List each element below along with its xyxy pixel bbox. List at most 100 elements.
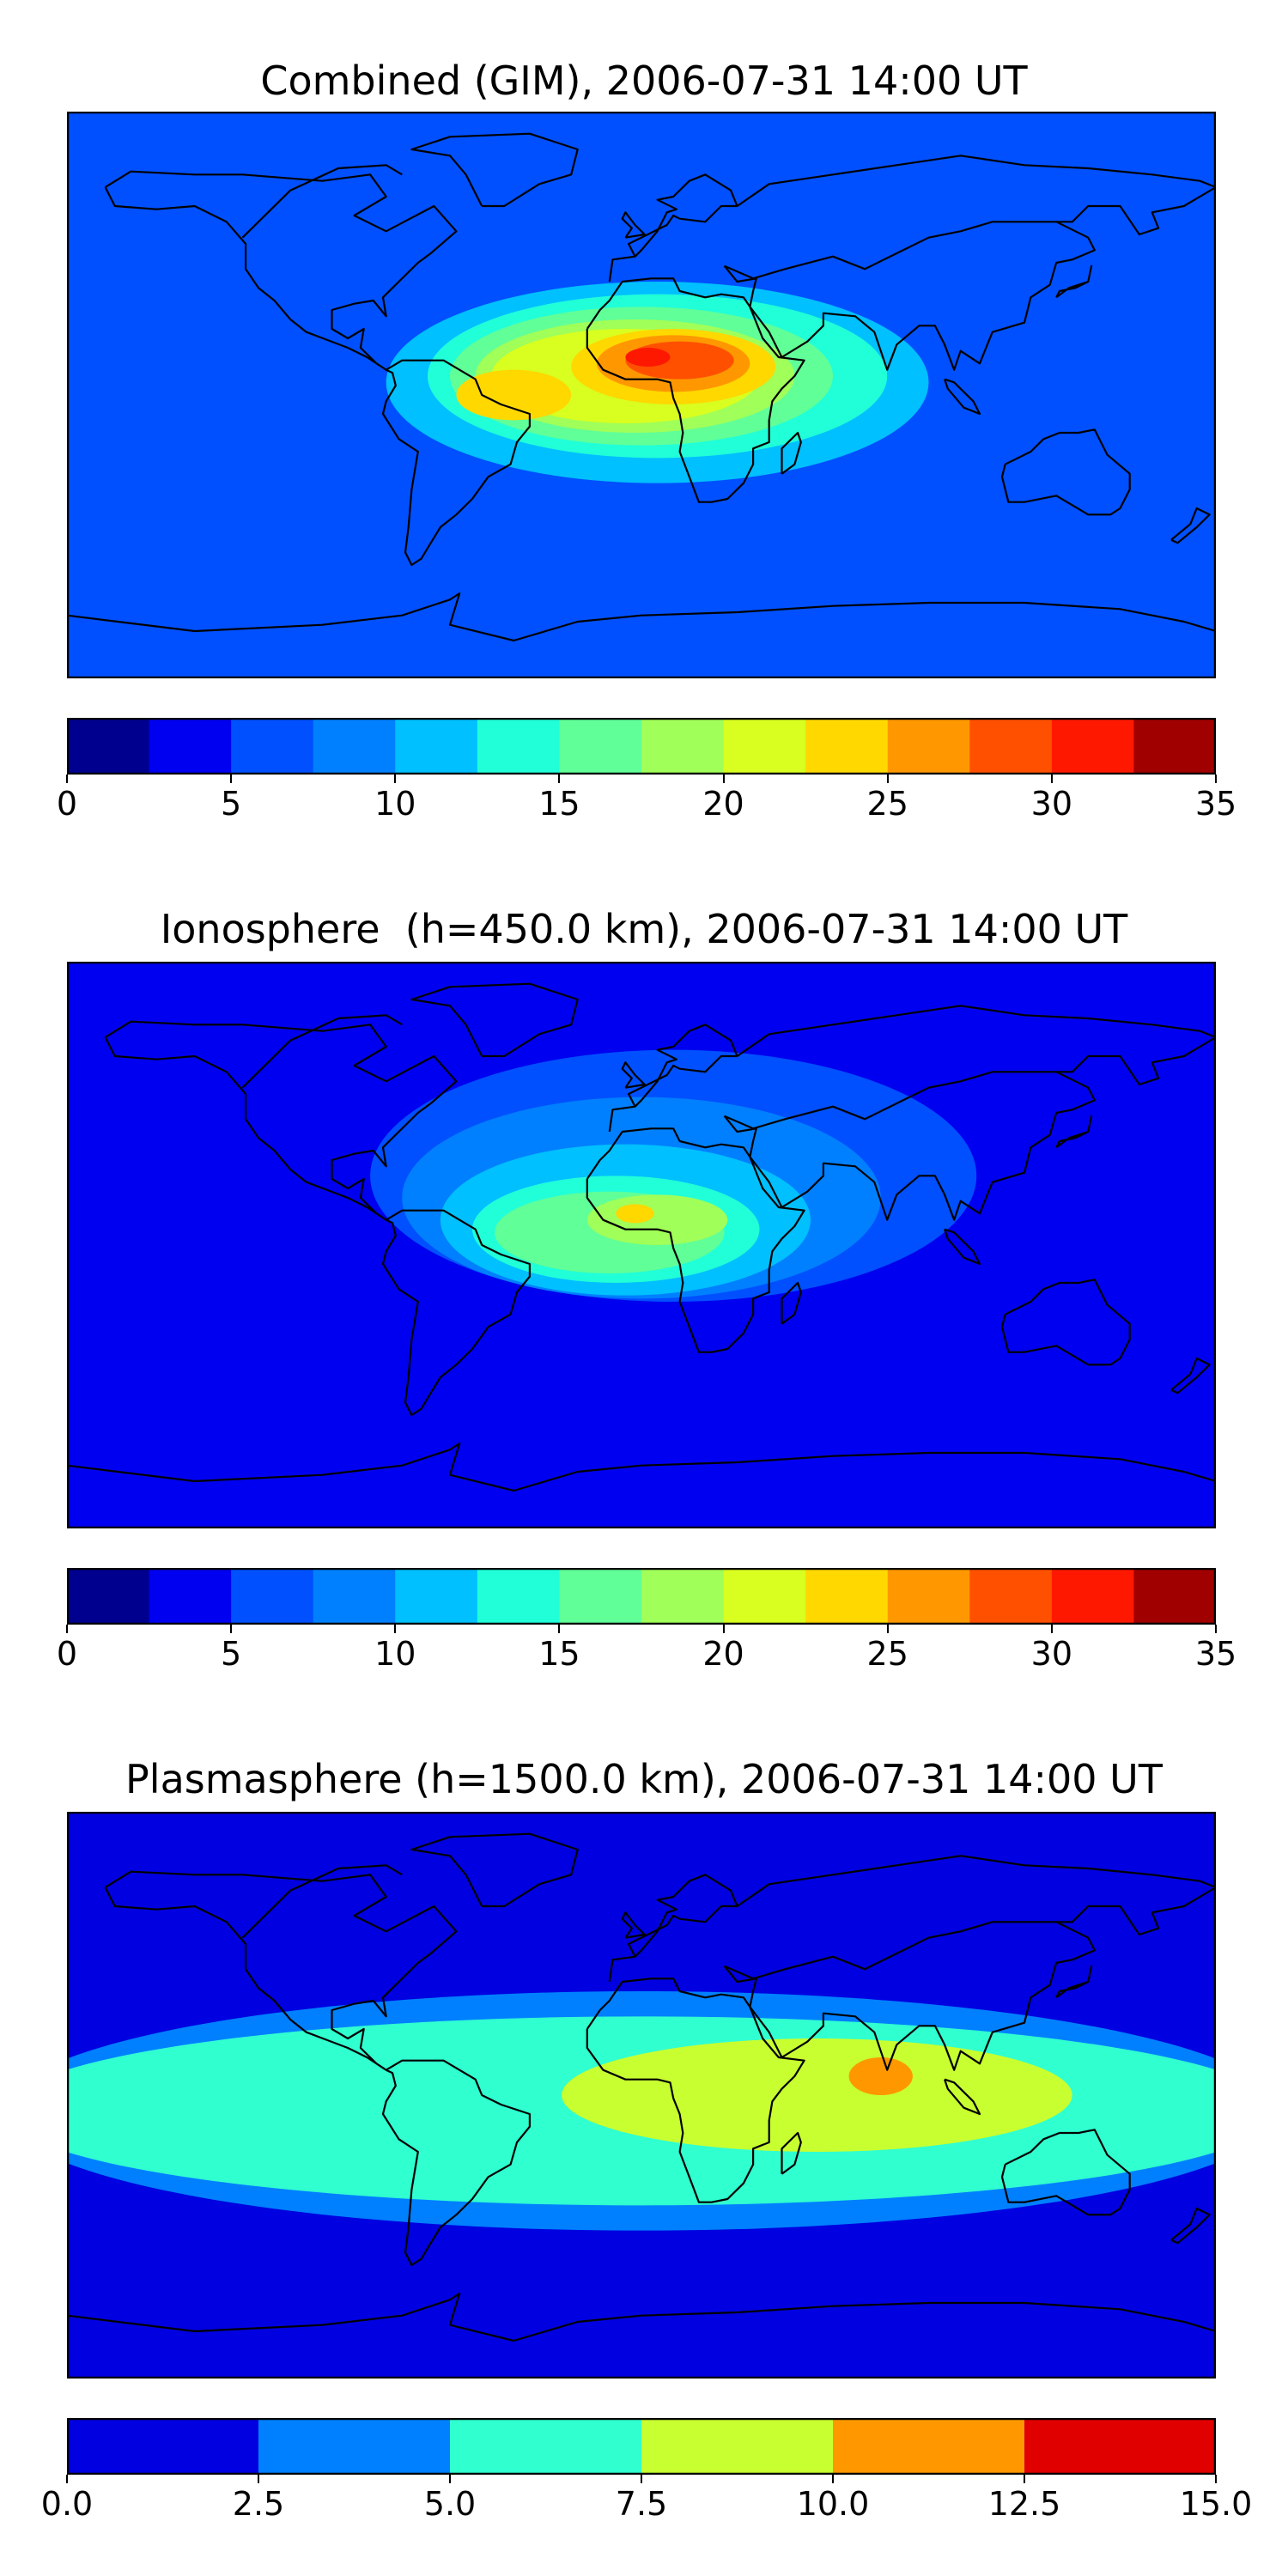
colorbar-swatch — [559, 1568, 642, 1625]
colorbar-swatch — [67, 2418, 259, 2475]
colorbar-swatch — [887, 1568, 970, 1625]
coastline — [723, 221, 1096, 371]
coastline — [67, 2292, 1216, 2342]
coastline — [67, 1442, 1216, 1492]
coastline — [621, 1911, 646, 1939]
coastline — [621, 1061, 646, 1089]
coastline — [723, 1921, 1096, 2071]
colorbar-tick-mark — [886, 775, 889, 783]
colorbar-swatch — [723, 718, 806, 775]
colorbar-swatch — [833, 2418, 1025, 2475]
coastline — [608, 1874, 738, 1983]
coastline — [781, 431, 802, 475]
coastline — [1055, 264, 1093, 299]
coastline — [1055, 1965, 1093, 1999]
contour-band — [625, 348, 671, 367]
colorbar-tick-mark — [641, 2475, 642, 2483]
coastline — [736, 1005, 1216, 1086]
colorbar-tick-label-plasmasphere: 2.5 — [232, 2485, 285, 2523]
colorbar-swatch — [641, 2418, 834, 2475]
contour-band — [586, 1194, 728, 1245]
coastline — [944, 1228, 981, 1266]
panel-title-plasmasphere: Plasmasphere (h=1500.0 km), 2006-07-31 1… — [125, 1756, 1163, 1802]
coastline — [608, 173, 738, 283]
panel-title-ionosphere: Ionosphere (h=450.0 km), 2006-07-31 14:0… — [160, 906, 1128, 952]
colorbar-tick-label-plasmasphere: 5.0 — [423, 2485, 477, 2523]
colorbar-swatch — [641, 1568, 725, 1625]
colorbar-tick-mark — [394, 775, 397, 783]
colorbar-swatch — [1024, 2418, 1216, 2475]
coastline — [104, 1020, 458, 1221]
colorbar-swatch — [231, 1568, 314, 1625]
coastline — [381, 359, 532, 567]
colorbar-tick-mark — [258, 2475, 259, 2483]
coastline — [1000, 428, 1131, 516]
coastline — [781, 2131, 802, 2175]
colorbar-tick-label-ionosphere: 30 — [1030, 1635, 1073, 1673]
colorbar-swatch — [450, 2418, 642, 2475]
colorbar-ticks-ionosphere: 0 5 10 15 20 25 30 35 — [57, 1625, 1236, 1676]
colorbar-swatch — [641, 718, 725, 775]
colorbar-swatch — [805, 1568, 889, 1625]
colorbar-tick-label-ionosphere: 15 — [538, 1635, 580, 1673]
contour-band — [616, 1204, 654, 1224]
colorbar-swatch — [395, 718, 478, 775]
coastline — [67, 592, 1216, 642]
colorbar-swatches-plasmasphere — [67, 2418, 1216, 2475]
coastline — [241, 1014, 403, 1089]
colorbar-swatch — [1051, 718, 1134, 775]
coastline — [410, 1832, 579, 1908]
colorbar-tick-mark — [1215, 2475, 1217, 2483]
panel-title-combined: Combined (GIM), 2006-07-31 14:00 UT — [260, 58, 1028, 104]
colorbar-plasmasphere — [67, 2418, 1216, 2475]
colorbar-tick-label-ionosphere: 0 — [56, 1635, 78, 1673]
colorbar-ionosphere — [67, 1568, 1216, 1625]
colorbar-tick-label-combined: 25 — [866, 785, 908, 823]
colorbar-tick-label-ionosphere: 10 — [374, 1635, 416, 1673]
colorbar-tick-label-combined: 0 — [56, 785, 78, 823]
colorbar-tick-label-ionosphere: 25 — [866, 1635, 908, 1673]
colorbar-combined — [67, 718, 1216, 775]
coastline — [621, 211, 646, 239]
contour-band — [562, 2038, 1072, 2152]
colorbar-tick-label-combined: 35 — [1194, 785, 1237, 823]
colorbar-swatches-combined — [67, 718, 1216, 775]
colorbar-tick-mark — [449, 2475, 451, 2483]
colorbar-tick-mark — [558, 775, 561, 783]
heatmap-plot-plasmasphere — [67, 1812, 1216, 2379]
colorbar-tick-label-plasmasphere: 0.0 — [40, 2485, 94, 2523]
colorbar-tick-label-ionosphere: 35 — [1194, 1635, 1237, 1673]
colorbar-ticks-combined: 0 5 10 15 20 25 30 35 — [57, 775, 1236, 826]
colorbar-swatches-ionosphere — [67, 1568, 1216, 1625]
colorbar-tick-label-plasmasphere: 10.0 — [796, 2485, 870, 2523]
coastline — [944, 2078, 981, 2116]
colorbar-tick-mark — [886, 1625, 889, 1633]
colorbar-swatch — [805, 718, 889, 775]
colorbar-swatch — [1051, 1568, 1134, 1625]
coastline — [104, 1870, 458, 2071]
coastline — [736, 155, 1216, 236]
colorbar-tick-label-combined: 10 — [374, 785, 416, 823]
map-border — [67, 112, 1216, 678]
colorbar-tick-label-ionosphere: 20 — [702, 1635, 744, 1673]
colorbar-tick-mark — [66, 1625, 68, 1633]
colorbar-tick-mark — [1050, 1625, 1053, 1633]
map-ionosphere — [67, 962, 1216, 1528]
colorbar-border — [67, 718, 1216, 775]
heatmap-plot-ionosphere — [67, 962, 1216, 1528]
colorbar-tick-mark — [832, 2475, 834, 2483]
colorbar-swatch — [969, 1568, 1053, 1625]
colorbar-swatch — [1133, 718, 1216, 775]
colorbar-tick-mark — [394, 1625, 397, 1633]
coastline — [104, 170, 458, 371]
coastline — [586, 1127, 805, 1353]
coastline — [1170, 507, 1211, 544]
colorbar-swatch — [887, 718, 970, 775]
colorbar-tick-label-ionosphere: 5 — [221, 1635, 242, 1673]
map-plasmasphere — [67, 1812, 1216, 2379]
contour-band — [456, 369, 572, 421]
colorbar-swatch — [149, 1568, 232, 1625]
colorbar-swatch — [477, 1568, 560, 1625]
heatmap-plot-combined — [67, 112, 1216, 678]
colorbar-tick-mark — [558, 1625, 561, 1633]
